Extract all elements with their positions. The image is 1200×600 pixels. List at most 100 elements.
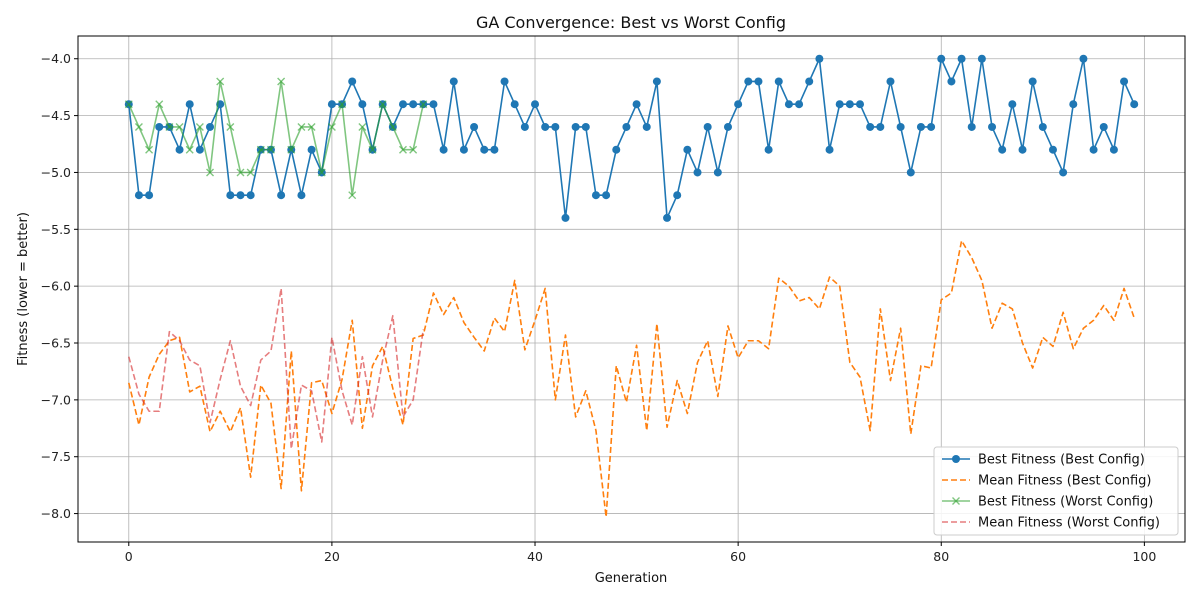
data-point — [459, 145, 468, 154]
data-point — [358, 122, 367, 131]
data-point — [632, 100, 641, 109]
data-point — [551, 122, 560, 131]
x-tick-label: 60 — [730, 549, 746, 564]
data-point — [297, 191, 306, 200]
data-point — [947, 77, 956, 86]
data-point — [236, 168, 245, 177]
data-point — [571, 122, 580, 131]
data-point — [175, 145, 184, 154]
data-point — [195, 122, 204, 131]
x-tick-label: 40 — [527, 549, 543, 564]
data-point — [815, 54, 824, 63]
data-point — [470, 122, 479, 131]
data-point — [134, 122, 143, 131]
data-point — [673, 191, 682, 200]
plot-series — [124, 54, 1139, 518]
data-point — [124, 100, 133, 109]
y-tick-label: −7.0 — [41, 392, 71, 407]
data-point — [439, 145, 448, 154]
data-point — [1008, 100, 1017, 109]
series-mean-fitness-best-config — [128, 239, 1135, 518]
legend-item: Best Fitness (Best Config) — [942, 453, 1145, 468]
data-point — [287, 145, 296, 154]
data-point — [206, 168, 215, 177]
chart-title: GA Convergence: Best vs Worst Config — [476, 13, 786, 32]
data-point — [429, 100, 438, 109]
data-point — [398, 145, 407, 154]
series-best-fitness-best-config — [124, 54, 1139, 222]
y-tick-label: −4.0 — [41, 51, 71, 66]
data-point — [937, 54, 946, 63]
data-point — [642, 122, 651, 131]
x-tick-label: 20 — [324, 549, 340, 564]
series-line-best-fitness-best-config — [127, 57, 1135, 219]
data-point — [612, 145, 621, 154]
data-point — [409, 100, 418, 109]
y-axis-title: Fitness (lower = better) — [16, 212, 31, 366]
data-point — [500, 77, 509, 86]
series-line-mean-fitness-worst-config — [128, 287, 425, 450]
data-point — [1059, 168, 1068, 177]
legend-marker — [952, 455, 960, 463]
data-point — [145, 145, 154, 154]
data-point — [520, 122, 529, 131]
y-tick-label: −8.0 — [41, 506, 71, 521]
data-point — [683, 145, 692, 154]
data-point — [998, 145, 1007, 154]
data-point — [622, 122, 631, 131]
axis-ticks: 0 20 40 60 80 100 −8.0 −7.5 −7.0 −6.5 −6.0 −5.5 −5.0… — [41, 51, 1157, 564]
data-point — [409, 145, 418, 154]
data-point — [266, 145, 275, 154]
data-point — [927, 122, 936, 131]
data-point — [348, 191, 357, 200]
data-point — [734, 100, 743, 109]
data-point — [155, 100, 164, 109]
data-point — [876, 122, 885, 131]
data-point — [145, 191, 154, 200]
data-point — [703, 122, 712, 131]
legend-item: Best Fitness (Worst Config) — [942, 495, 1153, 510]
legend-label: Mean Fitness (Best Config) — [978, 474, 1151, 489]
data-point — [805, 77, 814, 86]
data-point — [561, 213, 570, 222]
series-line-mean-fitness-best-config — [128, 239, 1135, 518]
data-point — [378, 100, 387, 109]
data-point — [419, 100, 428, 109]
data-point — [1109, 145, 1118, 154]
x-tick-label: 80 — [933, 549, 949, 564]
data-point — [317, 168, 326, 177]
data-point — [1038, 122, 1047, 131]
data-point — [165, 122, 174, 131]
legend: Best Fitness (Best Config) Mean Fitness (… — [933, 446, 1179, 536]
data-point — [957, 54, 966, 63]
legend-label: Best Fitness (Best Config) — [978, 453, 1145, 468]
data-point — [835, 100, 844, 109]
legend-label: Best Fitness (Worst Config) — [978, 495, 1153, 510]
data-point — [886, 77, 895, 86]
data-point — [388, 122, 397, 131]
data-point — [1130, 100, 1139, 109]
data-point — [368, 145, 377, 154]
data-point — [1079, 54, 1088, 63]
data-point — [226, 191, 235, 200]
data-point — [795, 100, 804, 109]
data-point — [348, 77, 357, 86]
data-point — [277, 191, 286, 200]
data-point — [246, 191, 255, 200]
data-point — [449, 77, 458, 86]
legend-marker — [952, 497, 960, 505]
legend-item: Mean Fitness (Worst Config) — [942, 516, 1160, 531]
data-point — [988, 122, 997, 131]
x-axis-title: Generation — [595, 571, 668, 586]
series-line-best-fitness-worst-config — [128, 80, 425, 196]
data-point — [713, 168, 722, 177]
data-point — [1089, 145, 1098, 154]
data-point — [155, 122, 164, 131]
data-point — [236, 191, 245, 200]
y-tick-label: −4.5 — [41, 108, 71, 123]
series-mean-fitness-worst-config — [128, 287, 425, 450]
data-point — [602, 191, 611, 200]
data-point — [256, 145, 265, 154]
data-point — [307, 122, 316, 131]
